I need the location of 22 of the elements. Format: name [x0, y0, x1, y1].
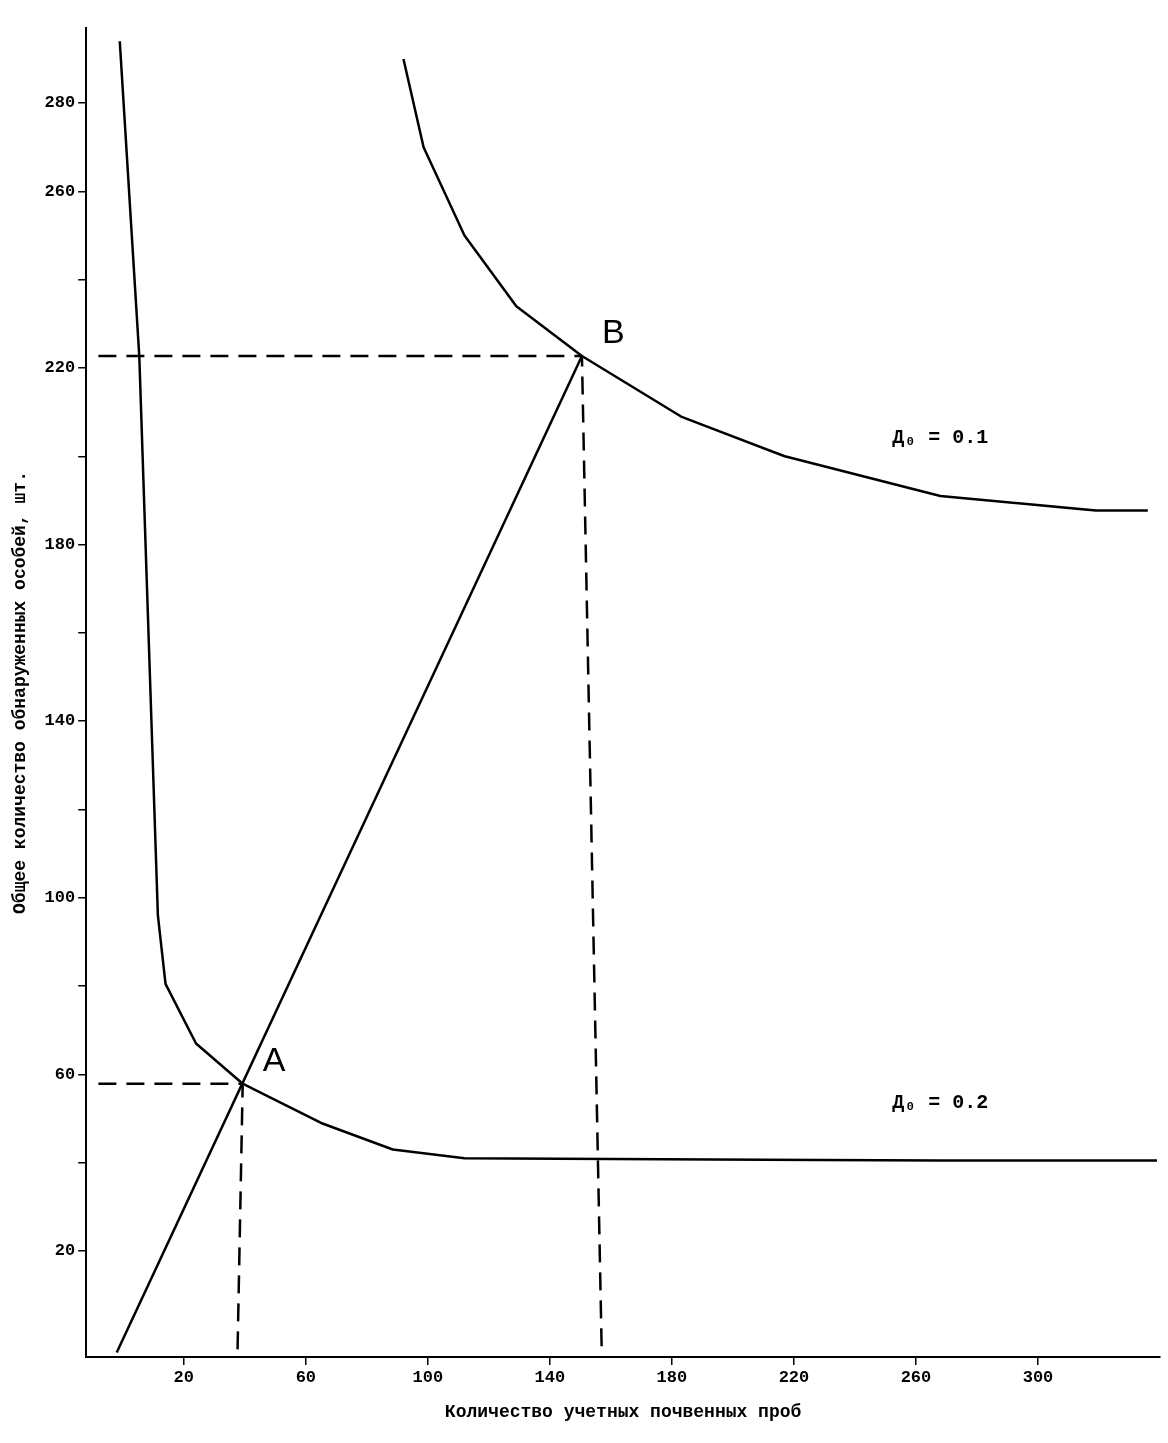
annotation: B — [601, 312, 625, 351]
y-tick-label: 20 — [54, 1241, 76, 1261]
x-tick-label: 220 — [778, 1368, 810, 1388]
x-tick-label: 20 — [173, 1368, 195, 1388]
y-tick-label: 140 — [44, 711, 76, 731]
y-tick-label: 100 — [44, 888, 76, 908]
y-tick-label: 220 — [44, 358, 76, 378]
x-axis-title: Количество учетных почвенных проб — [444, 1401, 802, 1422]
annotation: Д₀ = 0.2 — [892, 1090, 989, 1114]
x-tick-label: 140 — [534, 1368, 566, 1388]
y-tick-label: 280 — [44, 93, 76, 113]
x-tick-label: 300 — [1022, 1368, 1054, 1388]
y-axis-title: Общее количество обнаруженных особей, шт. — [10, 471, 31, 914]
y-tick-label: 60 — [54, 1064, 76, 1084]
y-tick-label: 260 — [44, 181, 76, 201]
annotation: A — [262, 1040, 286, 1079]
x-tick-label: 180 — [656, 1368, 688, 1388]
annotation: Д₀ = 0.1 — [892, 426, 989, 450]
x-tick-label: 260 — [900, 1368, 932, 1388]
y-tick-label: 180 — [44, 534, 76, 554]
x-tick-label: 100 — [412, 1368, 444, 1388]
x-tick-label: 60 — [295, 1368, 317, 1388]
